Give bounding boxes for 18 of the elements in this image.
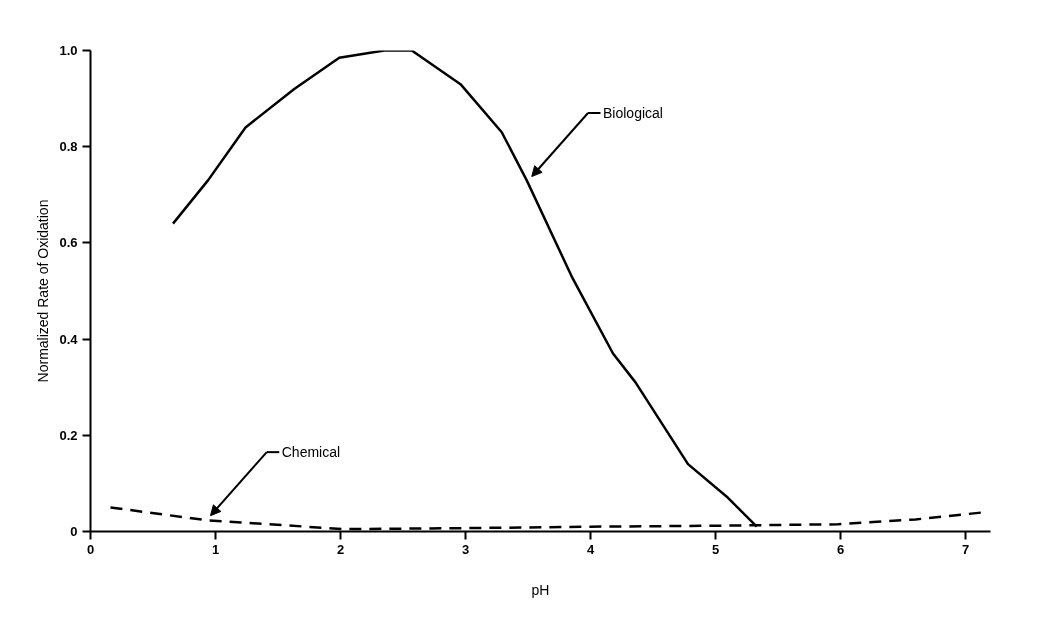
- x-tick-label: 1: [211, 541, 220, 557]
- y-tick-label: 0.2: [59, 427, 78, 443]
- x-tick-label: 6: [836, 541, 845, 557]
- x-tick-label: 0: [86, 541, 95, 557]
- y-tick-label: 1.0: [59, 43, 78, 58]
- x-tick-label: 5: [711, 541, 720, 557]
- annotation: Chemical: [281, 444, 341, 461]
- y-tick-label: 0.4: [59, 331, 79, 347]
- x-axis-title: pH: [531, 581, 550, 598]
- y-tick-label: 0: [70, 524, 78, 539]
- y-tick-label: 0.6: [59, 235, 78, 251]
- y-axis-title: Normalized Rate of Oxidation: [35, 199, 52, 383]
- annotation: Biological: [603, 105, 663, 122]
- x-tick-label: 2: [336, 541, 345, 557]
- y-tick-label: 0.8: [59, 139, 78, 155]
- x-tick-label: 4: [586, 541, 595, 557]
- x-tick-label: 3: [461, 541, 470, 557]
- x-tick-label: 7: [961, 541, 970, 557]
